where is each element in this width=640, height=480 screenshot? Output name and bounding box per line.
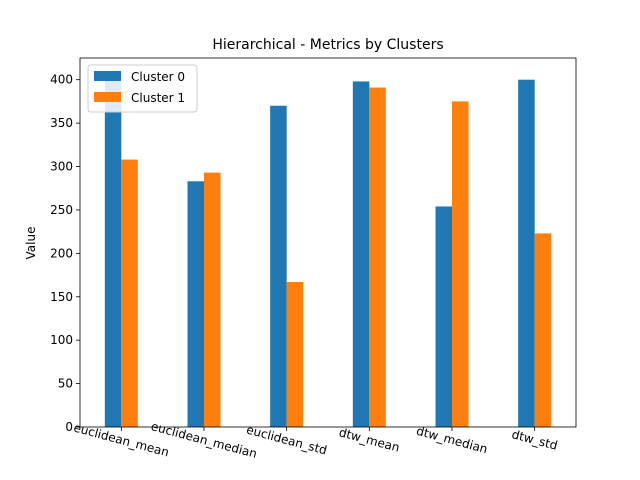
plot-frame <box>79 57 577 428</box>
y-axis-label: Value <box>24 227 38 260</box>
legend-label-1: Cluster 1 <box>131 91 185 105</box>
legend-swatch-0 <box>94 71 121 81</box>
legend-label-0: Cluster 0 <box>131 70 185 84</box>
bar-series-1-euclidean_median <box>204 172 221 427</box>
y-tick-label: 50 <box>58 377 73 391</box>
bar-series-1-dtw_median <box>452 101 469 427</box>
legend: Cluster 0 Cluster 1 <box>87 64 198 113</box>
y-tick-label: 150 <box>50 290 73 304</box>
x-tick-label: dtw_std <box>510 427 559 453</box>
bar-series-0-dtw_std <box>518 79 535 428</box>
bar-series-1-dtw_std <box>534 233 552 427</box>
chart-title: Hierarchical - Metrics by Clusters <box>212 37 443 53</box>
bar-series-1-euclidean_mean <box>121 159 138 427</box>
bar-series-1-euclidean_std <box>286 282 304 427</box>
bar-series-0-euclidean_std <box>270 105 287 427</box>
bar-series-0-euclidean_median <box>187 181 204 427</box>
y-tick-label: 250 <box>50 203 73 217</box>
y-tick-label: 100 <box>50 333 73 347</box>
y-tick-label: 350 <box>50 116 73 130</box>
bar-series-0-dtw_median <box>435 206 452 427</box>
plot-area: 050100150200250300350400euclidean_meaneu… <box>50 57 577 461</box>
legend-swatch-1 <box>94 92 121 102</box>
bar-series-1-dtw_mean <box>369 87 386 428</box>
y-tick-label: 300 <box>50 160 73 174</box>
y-tick-label: 400 <box>50 73 73 87</box>
y-tick-label: 0 <box>65 420 73 434</box>
bar-series-0-dtw_mean <box>352 81 370 427</box>
y-tick-label: 200 <box>50 246 73 260</box>
bar-series-0-euclidean_mean <box>104 80 122 427</box>
